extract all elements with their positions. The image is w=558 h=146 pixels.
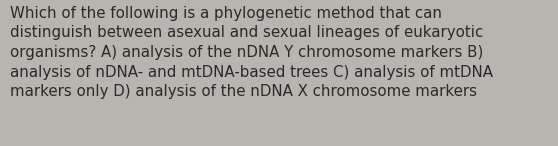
Text: Which of the following is a phylogenetic method that can
distinguish between ase: Which of the following is a phylogenetic…: [10, 6, 493, 99]
